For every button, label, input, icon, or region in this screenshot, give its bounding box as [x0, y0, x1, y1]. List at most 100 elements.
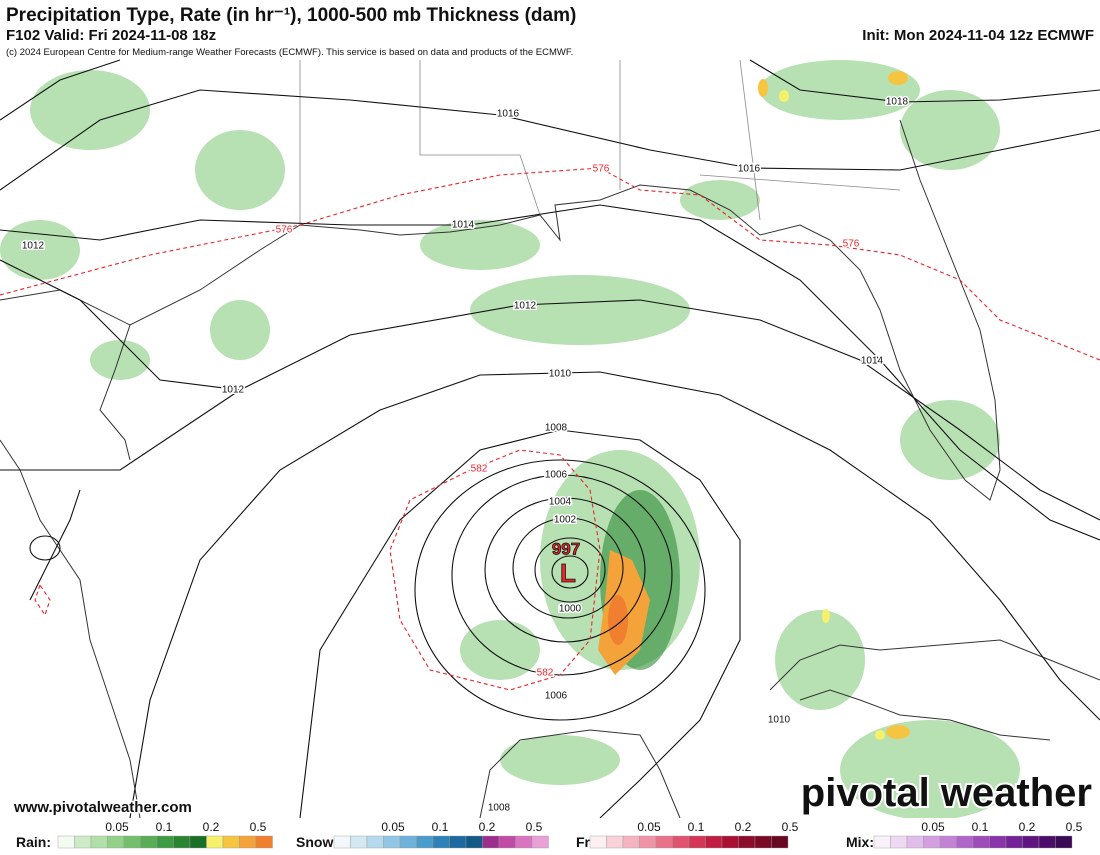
low-symbol: L — [560, 558, 576, 588]
isobar-label: 1014 — [861, 356, 884, 367]
legend-swatch — [383, 835, 401, 849]
thickness-label: 576 — [843, 239, 860, 250]
legend-swatch — [107, 835, 125, 849]
legend-tick: 0.05 — [381, 820, 405, 834]
legend-swatch — [206, 835, 224, 849]
legend-swatch — [74, 835, 92, 849]
thickness-labels: 576 576 576 582 582 — [274, 162, 861, 680]
legend-swatch — [589, 835, 607, 849]
legend-swatch — [606, 835, 624, 849]
isobar-label: 1016 — [497, 109, 520, 120]
isobar-labels: 1016 1018 1016 1014 1012 1012 1012 1014 … — [20, 95, 910, 815]
isobar-label: 1006 — [545, 470, 568, 481]
legend-swatch — [123, 835, 141, 849]
thickness-contours — [0, 167, 1100, 691]
legend-swatch — [239, 835, 257, 849]
legend-swatch — [972, 835, 990, 849]
legend: Rain:0.050.10.20.5Snow:0.050.10.20.5Frzr… — [16, 820, 1083, 850]
legend-swatch — [738, 835, 756, 849]
legend-swatch — [939, 835, 957, 849]
legend-swatch — [465, 835, 483, 849]
legend-swatch — [956, 835, 974, 849]
legend-tick: 0.1 — [972, 820, 989, 834]
isobars — [0, 59, 1100, 819]
legend-tick: 0.1 — [432, 820, 449, 834]
legend-swatch — [989, 835, 1007, 849]
legend-swatch — [754, 835, 772, 849]
legend-tick: 0.5 — [526, 820, 543, 834]
isobar-label: 1000 — [559, 604, 582, 615]
legend-swatch — [1055, 835, 1073, 849]
legend-tick: 0.5 — [1066, 820, 1083, 834]
isobar-label: 1004 — [549, 497, 572, 508]
legend-label: Rain: — [16, 834, 51, 850]
legend-tick: 0.05 — [637, 820, 661, 834]
legend-swatch — [1022, 835, 1040, 849]
thickness-label: 582 — [537, 668, 554, 679]
logo: pivotal weather — [801, 771, 1092, 815]
legend-tick: 0.5 — [782, 820, 799, 834]
legend-swatch — [173, 835, 191, 849]
legend-tick: 0.05 — [105, 820, 129, 834]
legend-swatch — [222, 835, 240, 849]
legend-swatch — [873, 835, 891, 849]
isobar-label: 1016 — [738, 164, 761, 175]
legend-tick: 0.5 — [250, 820, 267, 834]
title: Precipitation Type, Rate (in hr⁻¹), 1000… — [6, 5, 576, 26]
legend-swatch — [923, 835, 941, 849]
legend-swatch — [771, 835, 789, 849]
heavy-precipitation — [598, 71, 910, 740]
legend-swatch — [622, 835, 640, 849]
isobar-label: 1018 — [886, 97, 909, 108]
isobar-label: 1010 — [549, 369, 572, 380]
legend-label: Snow: — [296, 834, 338, 850]
coastlines — [0, 119, 1100, 819]
isobar-label: 1008 — [488, 803, 511, 814]
legend-swatch — [721, 835, 739, 849]
valid-time: F102 Valid: Fri 2024-11-08 18z — [6, 27, 216, 44]
header-bg — [0, 0, 1100, 58]
legend-tick: 0.2 — [479, 820, 496, 834]
isobar-label: 1012 — [222, 385, 245, 396]
legend-tick: 0.2 — [735, 820, 752, 834]
legend-swatch — [639, 835, 657, 849]
legend-tick: 0.1 — [156, 820, 173, 834]
legend-tick: 0.1 — [688, 820, 705, 834]
thickness-label: 582 — [471, 464, 488, 475]
legend-swatch — [1005, 835, 1023, 849]
legend-swatch — [57, 835, 75, 849]
thickness-label: 576 — [593, 164, 610, 175]
legend-swatch — [890, 835, 908, 849]
legend-swatch — [140, 835, 158, 849]
legend-swatch — [498, 835, 516, 849]
legend-swatch — [705, 835, 723, 849]
legend-swatch — [531, 835, 549, 849]
legend-swatch — [655, 835, 673, 849]
legend-tick: 0.2 — [1019, 820, 1036, 834]
legend-label: Mix: — [846, 834, 874, 850]
low-pressure: 997 — [552, 539, 580, 558]
legend-swatch — [482, 835, 500, 849]
isobar-label: 1008 — [545, 423, 568, 434]
legend-swatch — [333, 835, 351, 849]
site-url: www.pivotalweather.com — [13, 799, 192, 816]
legend-swatch — [366, 835, 384, 849]
legend-swatch — [672, 835, 690, 849]
isobar-label: 1014 — [452, 220, 475, 231]
legend-swatch — [350, 835, 368, 849]
isobar-label: 1002 — [554, 515, 577, 526]
legend-swatch — [515, 835, 533, 849]
isobar-label: 1006 — [545, 691, 568, 702]
isobar-label: 1012 — [514, 301, 537, 312]
legend-swatch — [416, 835, 434, 849]
isobar-label: 1010 — [768, 715, 791, 726]
copyright: (c) 2024 European Centre for Medium-rang… — [6, 47, 573, 58]
legend-swatch — [399, 835, 417, 849]
legend-swatch — [90, 835, 108, 849]
thickness-label: 576 — [276, 225, 293, 236]
legend-swatch — [449, 835, 467, 849]
legend-swatch — [906, 835, 924, 849]
legend-swatch — [189, 835, 207, 849]
